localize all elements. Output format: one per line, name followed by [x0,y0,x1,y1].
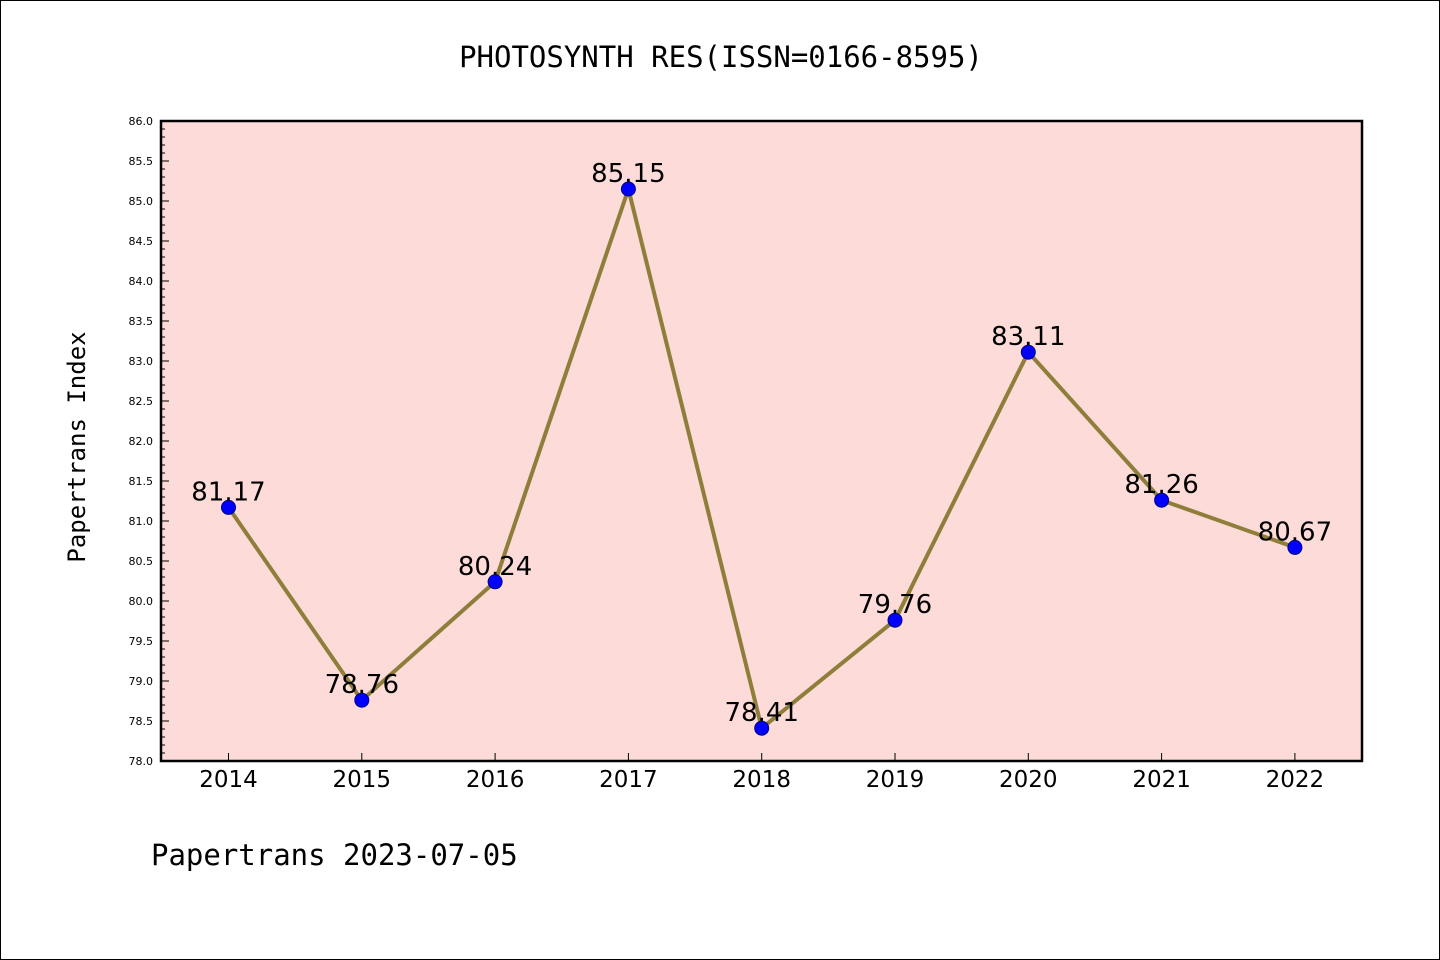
y-tick-label: 83.0 [129,355,154,368]
y-tick-label: 80.5 [129,555,154,568]
y-tick-label: 86.0 [129,115,154,128]
data-label: 78.41 [724,698,798,728]
data-label: 80.24 [458,552,532,582]
data-label: 78.76 [325,670,399,700]
chart-title: PHOTOSYNTH RES(ISSN=0166-8595) [459,40,983,74]
x-tick-label: 2021 [1132,767,1191,793]
data-label: 83.11 [991,322,1065,352]
plot-border [159,119,1364,763]
data-point [1020,344,1036,360]
y-tick-label: 84.0 [129,275,154,288]
x-tick-label: 2019 [866,767,925,793]
data-point [620,181,636,197]
data-label: 81.26 [1124,470,1198,500]
data-point [487,574,503,590]
x-tick-label: 2018 [732,767,791,793]
y-tick-label: 81.0 [129,515,154,528]
data-point [754,720,770,736]
y-tick-label: 85.0 [129,195,154,208]
data-point [221,499,236,515]
data-label: 79.76 [858,590,932,620]
data-label: 81.17 [191,477,265,507]
y-axis-label: Papertrans Index [63,331,91,562]
y-tick-label: 79.5 [129,635,154,648]
plot-area [161,121,1362,761]
data-point [354,692,370,708]
x-tick-label: 2016 [466,767,525,793]
y-tick-label: 78.5 [129,715,154,728]
data-label: 80.67 [1258,517,1332,547]
x-tick-label: 2015 [333,767,392,793]
data-point [887,612,903,628]
footer-text: Papertrans 2023-07-05 [151,838,518,872]
y-tick-label: 82.0 [129,435,154,448]
y-tick-label: 82.5 [129,395,154,408]
y-tick-label: 80.0 [129,595,154,608]
y-tick-label: 85.5 [129,155,154,168]
y-tick-label: 84.5 [129,235,154,248]
x-tick-label: 2022 [1266,767,1325,793]
x-tick-label: 2020 [999,767,1058,793]
data-series: 81.17 78.76 80.24 85.15 78.41 79.76 83.11 81.26… [191,159,1332,736]
x-tick-label: 2017 [599,767,658,793]
x-axis-ticks: 2014 2015 2016 2017 2018 2019 2020 2021 2022 [199,753,1324,793]
y-tick-label: 79.0 [129,675,154,688]
data-point [1287,539,1303,555]
x-tick-label: 2014 [199,767,258,793]
y-tick-label: 78.0 [129,755,154,768]
data-label: 85.15 [591,159,665,189]
data-point [1154,492,1170,508]
y-tick-label: 81.5 [129,475,154,488]
y-tick-label: 83.5 [129,315,154,328]
